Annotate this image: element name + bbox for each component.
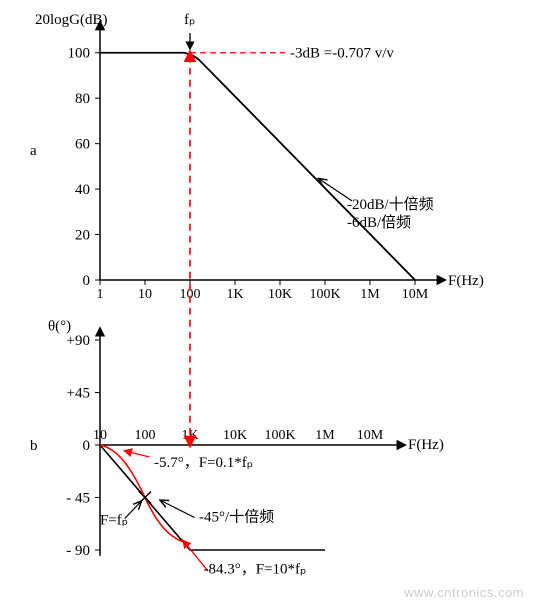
phase-x-tick: 100	[135, 428, 156, 443]
x-axis-label: F(Hz)	[448, 273, 484, 289]
phase-y-tick: +90	[67, 333, 90, 349]
phase-x-tick: 10	[93, 428, 107, 443]
phase-y-tick: 0	[83, 438, 91, 454]
phase-y-tick: - 45	[66, 491, 90, 507]
y-tick-label: 0	[83, 273, 91, 289]
x-tick-label: 10K	[268, 287, 292, 302]
phase-x-tick: 10K	[223, 428, 247, 443]
x-tick-label: 1M	[360, 287, 380, 302]
y-tick-label: 100	[68, 46, 91, 62]
y-axis-label: 20logG(dB)	[35, 12, 108, 28]
annot-45dec: -45°/十倍频	[199, 509, 274, 526]
y-tick-label: 40	[75, 182, 90, 198]
phase-chart: bθ(°)+90+450- 45- 90101001K10K100K1M10MF…	[30, 318, 444, 577]
phase-x-tick: 10M	[357, 428, 384, 443]
magnitude-curve	[100, 53, 415, 280]
slope-label-2: -6dB/倍频	[347, 214, 411, 231]
fp-label: fₚ	[184, 12, 195, 28]
y-tick-label: 80	[75, 91, 90, 107]
phase-x-tick: 100K	[264, 428, 295, 443]
x-tick-label: 1	[97, 287, 104, 302]
panel-label-a: a	[30, 143, 37, 159]
arrow-to-5p7	[125, 451, 150, 457]
panel-label-b: b	[30, 438, 38, 454]
annot-84p3: -84.3°，F=10*fₚ	[204, 561, 307, 577]
y-tick-label: 20	[75, 228, 90, 244]
phase-y-label: θ(°)	[48, 318, 71, 334]
figure-container: a20logG(dB)0204060801001101001K10K100K1M…	[0, 0, 534, 606]
y-tick-label: 60	[75, 137, 90, 153]
x-tick-label: 100K	[309, 287, 340, 302]
phase-x-tick: 1M	[315, 428, 335, 443]
magnitude-chart: a20logG(dB)0204060801001101001K10K100K1M…	[30, 12, 484, 302]
x-tick-label: 10M	[402, 287, 429, 302]
x-tick-label: 1K	[226, 287, 243, 302]
phase-y-tick: - 90	[66, 543, 90, 559]
watermark: www.cntronics.com	[404, 585, 524, 600]
arrow-45dec	[161, 501, 195, 518]
bode-plot-svg: a20logG(dB)0204060801001101001K10K100K1M…	[0, 0, 534, 606]
phase-x-label: F(Hz)	[408, 437, 444, 453]
slope-label-1: -20dB/十倍频	[347, 196, 434, 213]
phase-y-tick: +45	[67, 386, 90, 402]
x-tick-label: 10	[138, 287, 152, 302]
annot-5p7: -5.7°，F=0.1*fₚ	[154, 455, 253, 471]
annot-fp: F=fₚ	[100, 512, 128, 528]
three-db-label: -3dB =-0.707 v/v	[290, 46, 394, 62]
